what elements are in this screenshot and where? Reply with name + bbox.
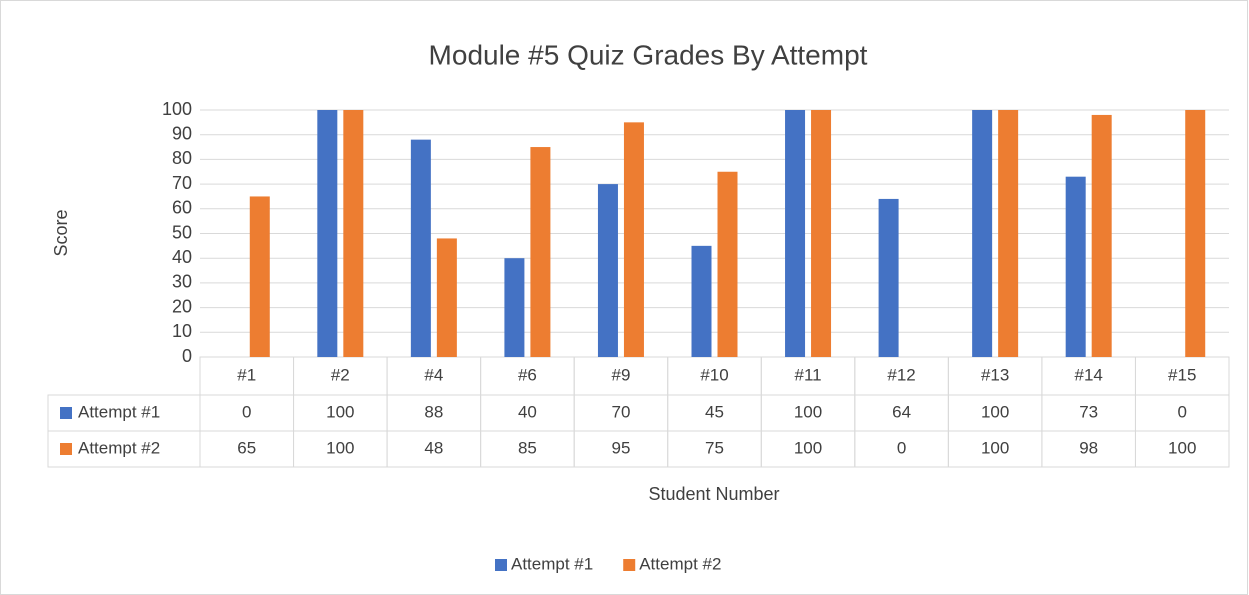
table-value: 95 xyxy=(611,438,630,457)
y-tick-label: 30 xyxy=(172,272,192,292)
table-value: 65 xyxy=(237,438,256,457)
x-tick-label: #4 xyxy=(424,365,443,384)
x-tick-label: #9 xyxy=(611,365,630,384)
legend-label: Attempt #2 xyxy=(639,554,721,573)
bar xyxy=(717,171,738,357)
table-value: 100 xyxy=(326,438,354,457)
bar xyxy=(972,110,993,357)
x-tick-label: #6 xyxy=(518,365,537,384)
table-value: 73 xyxy=(1079,402,1098,421)
legend-key xyxy=(623,559,636,571)
table-cell xyxy=(47,430,201,468)
x-tick-label: #13 xyxy=(981,365,1009,384)
table-value: 100 xyxy=(794,402,822,421)
y-tick-label: 10 xyxy=(172,321,192,341)
table-value: 88 xyxy=(424,402,443,421)
y-tick-label: 90 xyxy=(172,123,192,143)
table-value: 0 xyxy=(242,402,251,421)
bar xyxy=(410,139,431,357)
y-tick-label: 70 xyxy=(172,173,192,193)
bar xyxy=(811,110,832,357)
x-tick-label: #1 xyxy=(237,365,256,384)
y-tick-label: 20 xyxy=(172,296,192,316)
bar xyxy=(1091,114,1112,357)
legend-key xyxy=(495,559,507,571)
table-value: 64 xyxy=(892,402,911,421)
chart-title: Module #5 Quiz Grades By Attempt xyxy=(429,39,868,70)
table-value: 0 xyxy=(1177,402,1186,421)
table-value: 100 xyxy=(981,402,1009,421)
table-value: 45 xyxy=(705,402,724,421)
bar xyxy=(623,122,644,357)
x-tick-label: #2 xyxy=(331,365,350,384)
bar xyxy=(1185,110,1206,357)
bar xyxy=(317,110,338,357)
y-tick-label: 50 xyxy=(172,222,192,242)
table-value: 100 xyxy=(1168,438,1196,457)
table-value: 70 xyxy=(611,402,630,421)
y-tick-label: 100 xyxy=(162,99,192,119)
table-series-name: Attempt #1 xyxy=(78,402,160,421)
legend-label: Attempt #1 xyxy=(511,554,593,573)
table-cell xyxy=(1134,430,1230,468)
y-tick-label: 0 xyxy=(182,346,192,366)
x-tick-label: #10 xyxy=(700,365,728,384)
table-value: 100 xyxy=(794,438,822,457)
x-axis-label: Student Number xyxy=(648,484,779,504)
table-value: 48 xyxy=(424,438,443,457)
bar xyxy=(785,110,806,357)
table-legend-key xyxy=(60,443,72,455)
table-value: 100 xyxy=(326,402,354,421)
bar xyxy=(998,110,1019,357)
table-value: 40 xyxy=(518,402,537,421)
bar xyxy=(878,198,899,357)
y-tick-label: 80 xyxy=(172,148,192,168)
table-value: 100 xyxy=(981,438,1009,457)
bar xyxy=(597,184,618,357)
bar xyxy=(436,238,457,357)
table-series-name: Attempt #2 xyxy=(78,438,160,457)
table-value: 98 xyxy=(1079,438,1098,457)
y-tick-label: 60 xyxy=(172,198,192,218)
y-tick-label: 40 xyxy=(172,247,192,267)
bar xyxy=(530,147,551,357)
y-axis-label: Score xyxy=(51,209,71,256)
x-tick-label: #11 xyxy=(794,365,821,384)
table-value: 0 xyxy=(897,438,906,457)
bar xyxy=(504,258,525,357)
table-value: 85 xyxy=(518,438,537,457)
table-legend-key xyxy=(60,407,72,419)
bar xyxy=(691,245,712,357)
x-tick-label: #12 xyxy=(887,365,915,384)
x-tick-label: #14 xyxy=(1074,365,1102,384)
bar xyxy=(343,110,364,357)
bar xyxy=(249,196,270,357)
table-value: 75 xyxy=(705,438,724,457)
bar xyxy=(1065,176,1086,357)
x-tick-label: #15 xyxy=(1168,365,1196,384)
